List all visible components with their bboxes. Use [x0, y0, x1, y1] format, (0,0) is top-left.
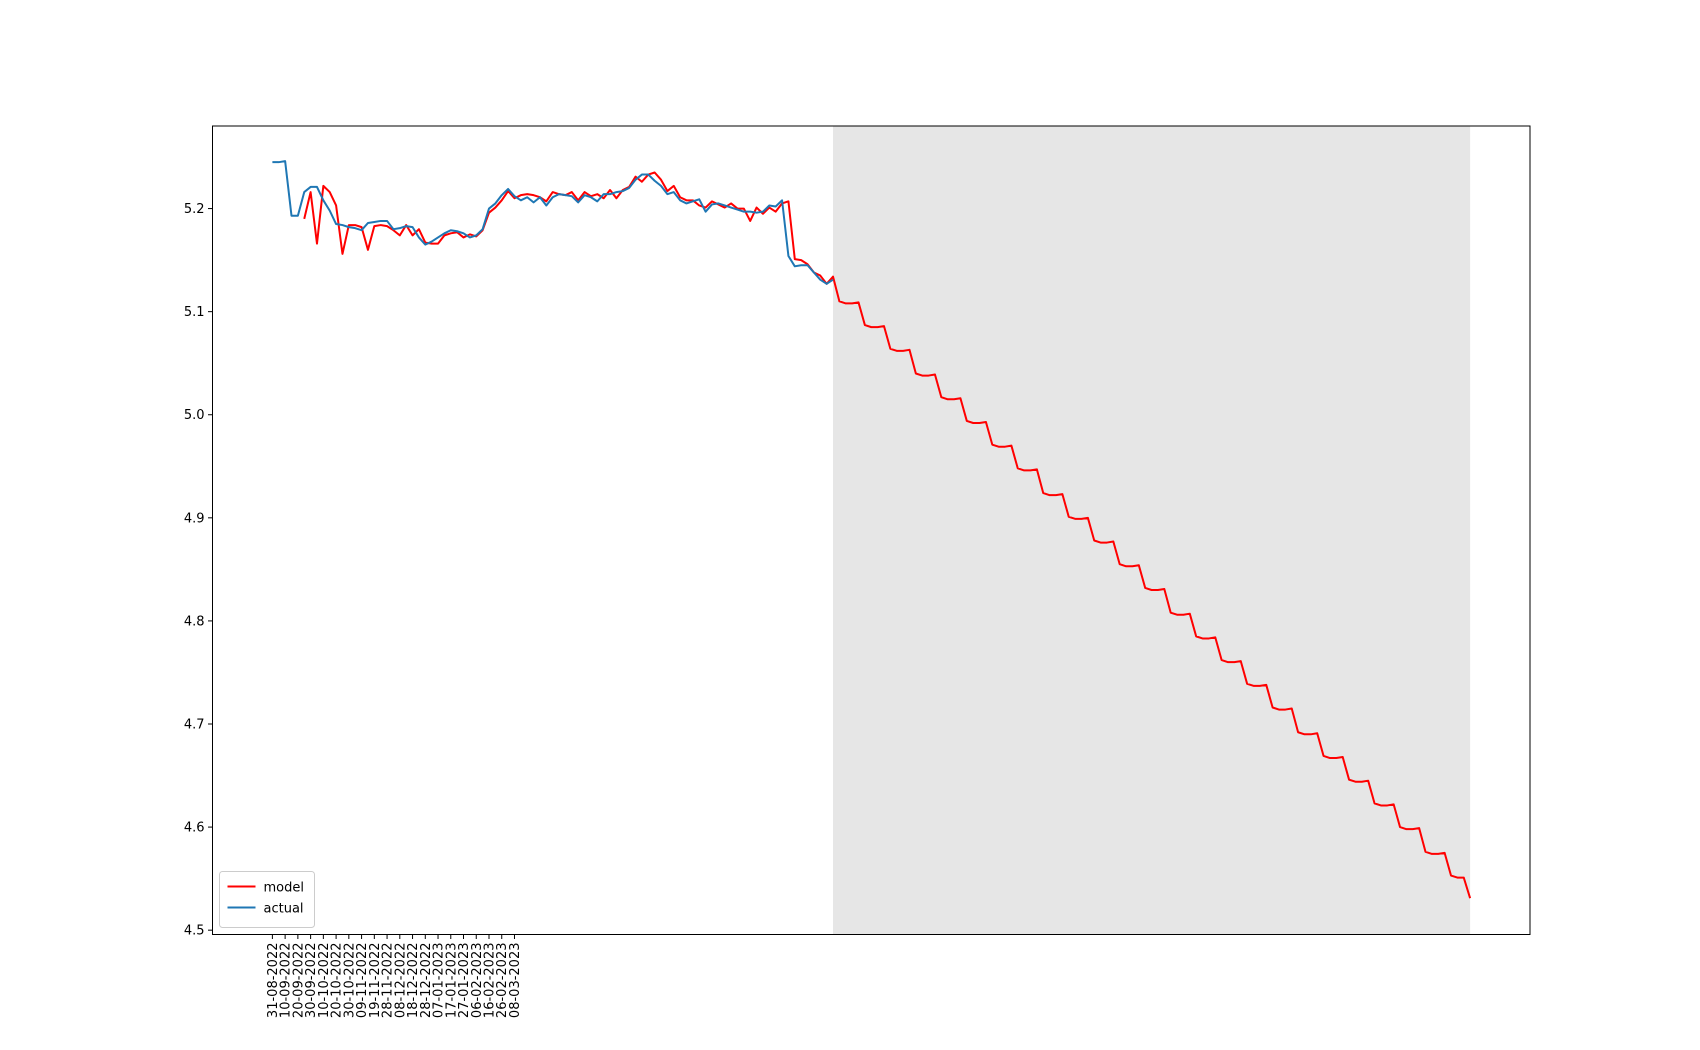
- forecast-span: [833, 126, 1471, 935]
- x-tick-label: 19-11-2022: [368, 943, 383, 1019]
- legend-label: model: [264, 881, 304, 896]
- x-tick-label: 06-02-2023: [470, 943, 485, 1019]
- x-tick-label: 28-12-2022: [419, 943, 434, 1019]
- y-tick-label: 5.1: [184, 305, 205, 320]
- y-tick-label: 4.7: [184, 717, 205, 732]
- y-tick-label: 5.0: [184, 408, 205, 423]
- x-tick-label: 10-10-2022: [317, 943, 332, 1019]
- x-tick-label: 28-11-2022: [381, 943, 396, 1019]
- legend-label: actual: [264, 902, 304, 917]
- y-tick-label: 4.9: [184, 511, 205, 526]
- series-line: [272, 160, 834, 285]
- x-tick-label: 30-09-2022: [304, 943, 319, 1019]
- x-tick-label: 10-09-2022: [279, 943, 294, 1019]
- y-tick-label: 4.8: [184, 614, 205, 629]
- y-tick-label: 4.6: [184, 821, 205, 836]
- x-tick-label: 18-12-2022: [406, 943, 421, 1019]
- x-tick-label: 27-01-2023: [457, 943, 472, 1019]
- x-tick-label: 08-03-2023: [508, 943, 523, 1019]
- x-tick-label: 08-12-2022: [393, 943, 408, 1019]
- x-tick-label: 30-10-2022: [342, 943, 357, 1019]
- x-tick-label: 16-02-2023: [482, 943, 497, 1019]
- y-tick-label: 4.5: [184, 924, 205, 939]
- series-line: [303, 171, 1472, 899]
- x-tick-label: 20-10-2022: [330, 943, 345, 1019]
- x-tick-label: 31-08-2022: [266, 943, 281, 1019]
- axes-frame: [212, 125, 1531, 935]
- x-tick-label: 17-01-2023: [444, 943, 459, 1019]
- x-tick-label: 20-09-2022: [291, 943, 306, 1019]
- x-tick-label: 26-02-2023: [495, 943, 510, 1019]
- x-tick-label: 09-11-2022: [355, 943, 370, 1019]
- x-tick-label: 07-01-2023: [432, 943, 447, 1019]
- y-tick-label: 5.2: [184, 202, 205, 217]
